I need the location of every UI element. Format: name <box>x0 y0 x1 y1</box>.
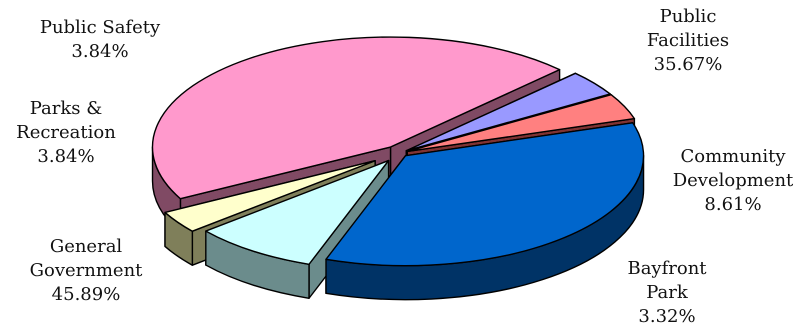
pie-slice <box>205 159 390 265</box>
pie-slice <box>325 122 645 267</box>
pie-slice <box>405 72 611 152</box>
pie-slice <box>151 36 561 200</box>
pie-labels: Public Facilities 35.67% Community Developme… <box>16 6 794 327</box>
slice-label: Community Development 8.61% <box>673 146 794 215</box>
slice-label: Bayfront Park 3.32% <box>627 258 707 327</box>
slice-label: Parks & Recreation 3.84% <box>16 98 116 167</box>
pie-slice <box>406 94 636 153</box>
pie-slice <box>164 160 376 232</box>
slice-label: Public Safety 3.84% <box>40 17 161 62</box>
slice-label: General Government 45.89% <box>30 236 144 305</box>
slice-label: Public Facilities 35.67% <box>647 6 729 75</box>
pie-slices <box>151 36 645 301</box>
